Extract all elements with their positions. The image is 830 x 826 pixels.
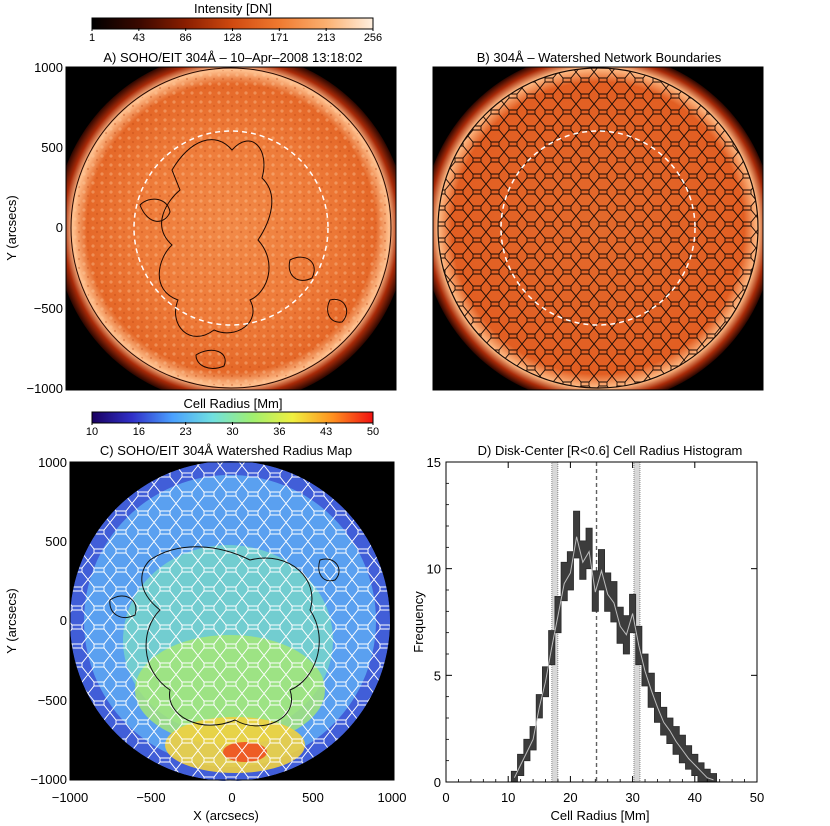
panel-a-title: A) SOHO/EIT 304Å – 10–Apr–2008 13:18:02 — [103, 50, 362, 65]
radius-colorbar-tick-3: 30 — [226, 426, 238, 438]
intensity-colorbar-gradient — [91, 17, 374, 30]
panel-c-title: C) SOHO/EIT 304Å Watershed Radius Map — [100, 443, 352, 458]
intensity-colorbar-tick-4: 171 — [270, 32, 288, 44]
intensity-colorbar: Intensity [DN] 1 43 86 128 171 213 256 — [89, 1, 382, 44]
panel-b-disk-center-circle — [500, 130, 696, 326]
panel-d-y-axis-label: Frequency — [411, 591, 426, 653]
panel-d-x-tick-0: 0 — [442, 790, 449, 805]
panel-c-frame — [69, 461, 395, 781]
radius-colorbar-tick-4: 36 — [273, 426, 285, 438]
panel-a: A) SOHO/EIT 304Å – 10–Apr–2008 13:18:02 … — [4, 50, 397, 396]
panel-a-network-contour — [158, 139, 273, 337]
panel-d-plot: 0 10 20 30 40 50 0 5 10 15 — [427, 455, 765, 805]
panel-c-x-tick-minus1000: −1000 — [52, 790, 89, 805]
radius-colorbar: Cell Radius [Mm] 10 16 23 30 36 43 50 — [86, 396, 379, 438]
radius-colorbar-tick-6: 50 — [367, 426, 379, 438]
intensity-colorbar-label: Intensity [DN] — [194, 1, 272, 16]
panel-d-y-tick-0: 0 — [434, 775, 441, 790]
radius-colorbar-tick-5: 43 — [320, 426, 332, 438]
intensity-colorbar-ticks: 1 43 86 128 171 213 256 — [89, 28, 382, 44]
panel-c: C) SOHO/EIT 304Å Watershed Radius Map Y … — [4, 443, 406, 823]
panel-c-y-ticks: 1000 500 0 −500 −1000 — [30, 455, 67, 787]
intensity-colorbar-tick-5: 213 — [317, 32, 335, 44]
panel-c-x-axis-label: X (arcsecs) — [193, 808, 259, 823]
panel-c-x-tick-500: 500 — [302, 790, 324, 805]
panel-d-x-tick-50: 50 — [750, 790, 764, 805]
panel-a-disk-center-circle — [133, 130, 329, 326]
panel-c-small-contours — [109, 558, 340, 619]
panel-a-y-tick-minus500: −500 — [34, 301, 63, 316]
panel-a-y-axis-label: Y (arcsecs) — [4, 195, 19, 261]
panel-a-frame — [65, 66, 397, 391]
panel-d-x-axis-label: Cell Radius [Mm] — [551, 808, 650, 823]
radius-colorbar-tick-2: 23 — [180, 426, 192, 438]
panel-b-limb — [437, 67, 759, 389]
panel-c-x-tick-1000: 1000 — [378, 790, 407, 805]
panel-a-y-ticks: 1000 500 0 −500 −1000 — [26, 60, 63, 396]
panel-c-radius-map — [70, 461, 390, 781]
intensity-colorbar-tick-3: 128 — [223, 32, 241, 44]
panel-a-y-tick-500: 500 — [41, 140, 63, 155]
panel-c-network-contour — [141, 546, 320, 727]
panel-c-y-tick-0: 0 — [60, 613, 67, 628]
panel-d-x-tick-40: 40 — [688, 790, 702, 805]
radius-colorbar-label: Cell Radius [Mm] — [184, 396, 283, 411]
panel-d-x-tick-20: 20 — [563, 790, 577, 805]
intensity-colorbar-tick-6: 256 — [364, 32, 382, 44]
intensity-colorbar-tick-1: 43 — [133, 32, 145, 44]
panel-c-x-tick-0: 0 — [228, 790, 235, 805]
panel-b-title: B) 304Å – Watershed Network Boundaries — [477, 50, 722, 65]
panel-d-frame — [445, 461, 758, 783]
panel-c-y-tick-500: 500 — [45, 534, 67, 549]
intensity-colorbar-tick-0: 1 — [89, 32, 95, 44]
panel-d: D) Disk-Center [R<0.6] Cell Radius Histo… — [411, 443, 764, 823]
panel-d-y-tick-10: 10 — [427, 562, 441, 577]
panel-d-histogram-band — [510, 510, 717, 783]
panel-c-x-ticks: −1000 −500 0 500 1000 — [52, 790, 407, 805]
panel-d-y-tick-15: 15 — [427, 455, 441, 470]
radius-colorbar-gradient — [91, 411, 374, 424]
panel-d-x-tick-30: 30 — [625, 790, 639, 805]
panel-d-histogram-median-line — [513, 536, 714, 781]
panel-c-cell-boundaries — [70, 461, 390, 781]
panel-a-y-tick-1000: 1000 — [34, 60, 63, 75]
panel-b-watershed-network — [438, 68, 758, 388]
panel-c-y-tick-minus1000: −1000 — [30, 772, 67, 787]
panel-d-title: D) Disk-Center [R<0.6] Cell Radius Histo… — [478, 443, 743, 458]
panel-c-y-tick-minus500: −500 — [38, 693, 67, 708]
panel-a-limb-contour — [70, 67, 392, 389]
panel-d-y-tick-5: 5 — [434, 668, 441, 683]
panel-b-frame — [432, 66, 764, 391]
panel-a-y-tick-minus1000: −1000 — [26, 381, 63, 396]
intensity-colorbar-tick-2: 86 — [180, 32, 192, 44]
radius-colorbar-tick-1: 16 — [133, 426, 145, 438]
panel-a-y-tick-0: 0 — [56, 220, 63, 235]
panel-c-y-tick-1000: 1000 — [38, 455, 67, 470]
panel-c-x-tick-minus500: −500 — [136, 790, 165, 805]
panel-d-x-tick-10: 10 — [501, 790, 515, 805]
panel-a-granulation — [73, 70, 389, 386]
radius-colorbar-tick-0: 10 — [86, 426, 98, 438]
radius-colorbar-ticks: 10 16 23 30 36 43 50 — [86, 422, 379, 438]
panel-b: B) 304Å – Watershed Network Boundaries — [432, 50, 764, 391]
panel-c-y-axis-label: Y (arcsecs) — [4, 588, 19, 654]
panel-a-small-contours — [139, 198, 348, 369]
